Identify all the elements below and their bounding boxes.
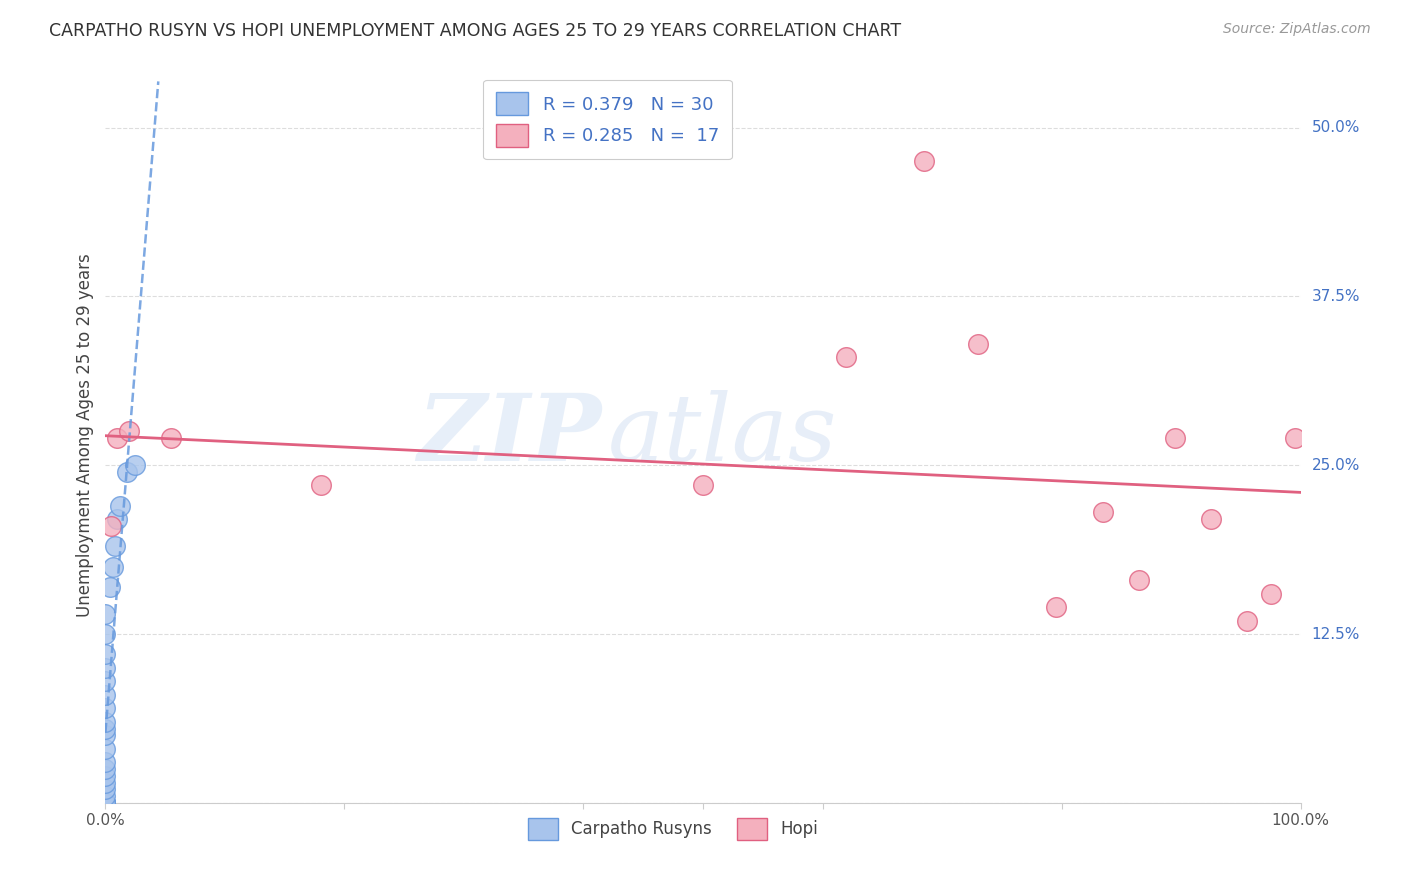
Point [160,431,183,445]
Point [94,647,117,661]
Point [1199,512,1222,526]
Point [98,580,121,594]
Point [94,796,117,810]
Point [94,789,117,803]
Text: ZIP: ZIP [418,390,602,480]
Point [115,465,138,479]
Point [1045,600,1067,615]
Point [107,512,129,526]
Text: 12.5%: 12.5% [1312,626,1360,641]
Point [94,728,117,742]
Text: atlas: atlas [607,390,837,480]
Point [94,782,117,797]
Point [1284,431,1306,445]
Point [108,499,131,513]
Text: 37.5%: 37.5% [1312,289,1360,304]
Point [94,674,117,689]
Point [94,688,117,702]
Y-axis label: Unemployment Among Ages 25 to 29 years: Unemployment Among Ages 25 to 29 years [76,253,94,616]
Point [101,559,124,574]
Point [94,661,117,675]
Text: 50.0%: 50.0% [1312,120,1360,136]
Point [94,796,117,810]
Point [1260,586,1282,600]
Point [94,714,117,729]
Point [94,769,117,783]
Point [118,425,141,439]
Point [1164,431,1187,445]
Point [309,478,332,492]
Point [967,336,990,351]
Point [104,539,127,553]
Point [835,350,858,364]
Text: 25.0%: 25.0% [1312,458,1360,473]
Point [1128,573,1150,587]
Point [1092,506,1115,520]
Point [94,796,117,810]
Point [94,775,117,789]
Point [94,627,117,641]
Point [107,431,129,445]
Point [124,458,146,473]
Point [1236,614,1258,628]
Point [94,762,117,776]
Text: Source: ZipAtlas.com: Source: ZipAtlas.com [1223,22,1371,37]
Point [100,519,122,533]
Point [94,722,117,736]
Point [692,478,714,492]
Point [94,796,117,810]
Legend: Carpatho Rusyns, Hopi: Carpatho Rusyns, Hopi [517,808,828,850]
Point [94,756,117,770]
Point [94,701,117,715]
Point [94,741,117,756]
Point [94,607,117,621]
Point [94,796,117,810]
Point [94,796,117,810]
Point [912,154,935,169]
Text: CARPATHO RUSYN VS HOPI UNEMPLOYMENT AMONG AGES 25 TO 29 YEARS CORRELATION CHART: CARPATHO RUSYN VS HOPI UNEMPLOYMENT AMON… [49,22,901,40]
